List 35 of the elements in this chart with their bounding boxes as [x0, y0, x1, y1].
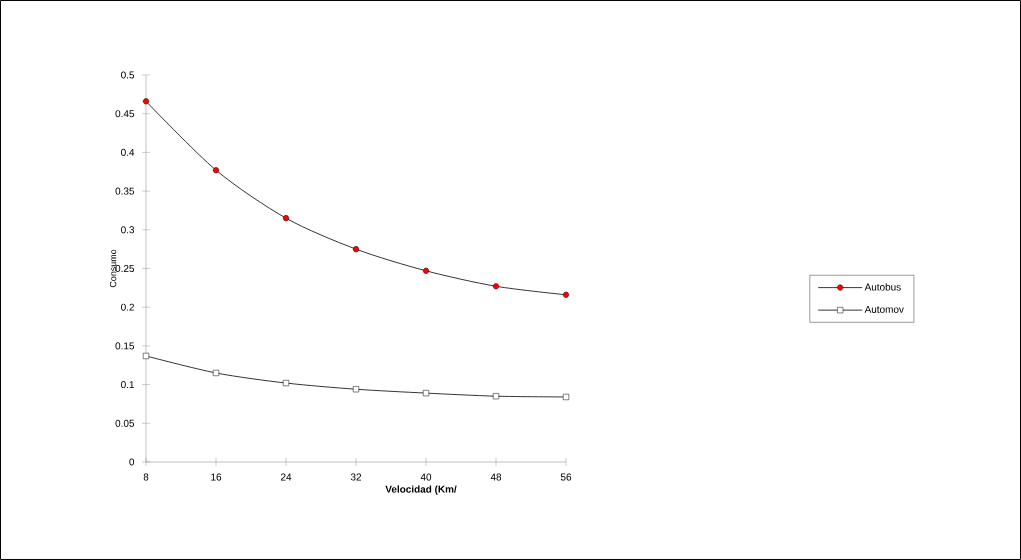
- point: [212, 167, 220, 174]
- y-tick-label: 0.15: [115, 342, 135, 350]
- x-tick-label: 8: [143, 473, 149, 481]
- point: [492, 393, 500, 400]
- y-tick-label: 0.35: [115, 187, 135, 195]
- x-axis-title: Velocidad (Km/: [385, 485, 457, 495]
- y-tick-label: 0.1: [121, 381, 135, 389]
- x-tick-label: 32: [350, 473, 362, 481]
- point: [282, 379, 290, 387]
- y-tick-label: 0.5: [121, 71, 135, 79]
- point: [422, 390, 430, 397]
- x-tick-label: 16: [211, 473, 222, 481]
- x-tick-label: 40: [420, 473, 432, 481]
- y-axis-title: Consumo: [109, 249, 117, 288]
- point: [562, 291, 570, 298]
- point: [282, 215, 290, 222]
- x-tick-label: 56: [560, 473, 572, 481]
- point: [352, 386, 360, 393]
- point: [352, 246, 360, 253]
- x-tick-label: 24: [280, 473, 292, 481]
- point: [142, 352, 150, 359]
- y-tick-label: 0: [129, 458, 135, 466]
- y-tick-label: 0.4: [121, 148, 135, 156]
- legend-label: Autobus: [864, 283, 901, 291]
- x-tick-label: 48: [490, 473, 502, 481]
- point: [212, 369, 220, 377]
- point: [562, 393, 570, 401]
- y-tick-label: 0.45: [115, 110, 135, 118]
- legend-label: Automov: [864, 305, 904, 313]
- point: [492, 283, 500, 290]
- point: [142, 98, 150, 105]
- y-tick-label: 0.2: [121, 303, 134, 311]
- point: [422, 267, 430, 274]
- y-tick-label: 0.05: [115, 419, 135, 427]
- y-tick-label: 0.3: [121, 226, 135, 234]
